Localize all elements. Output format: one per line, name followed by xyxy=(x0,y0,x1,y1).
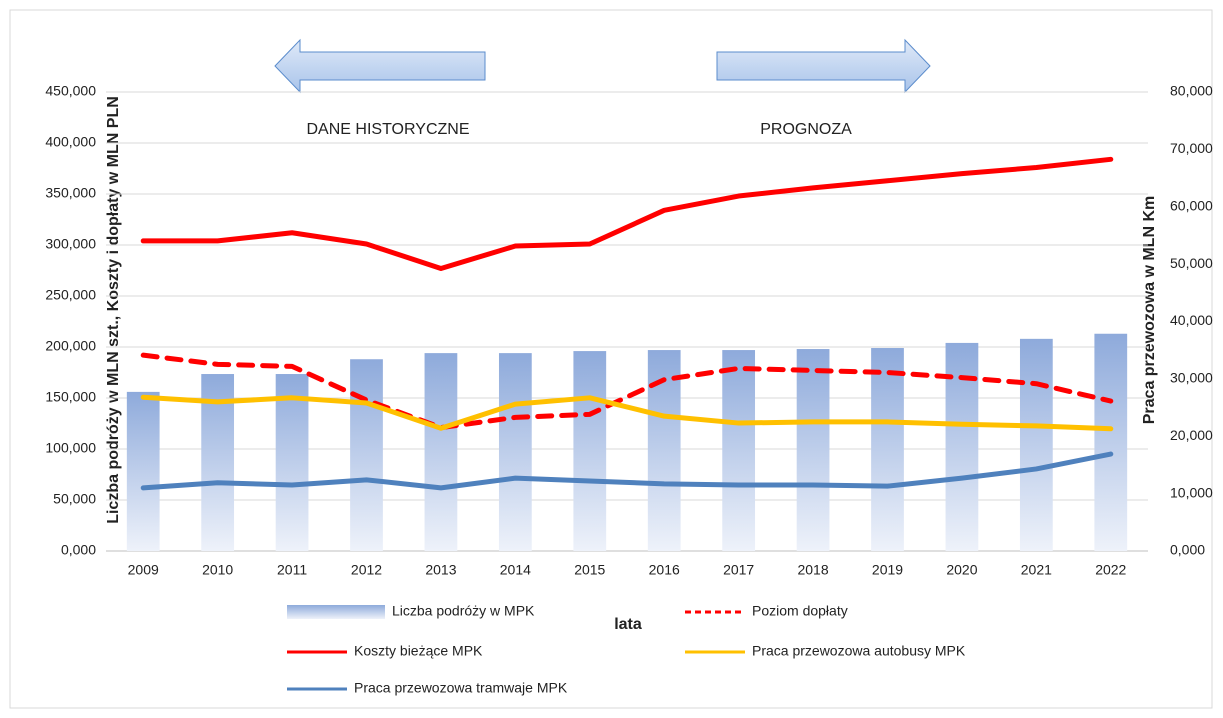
y-tick-label: 250,000 xyxy=(45,287,96,303)
arrow-right xyxy=(716,38,931,94)
frame xyxy=(9,9,1213,709)
x-tick-label: 2014 xyxy=(500,562,531,578)
y2-tick-label: 50,000 xyxy=(1170,255,1213,271)
legend-label: Koszty bieżące MPK xyxy=(354,643,483,659)
y2-tick-label: 20,000 xyxy=(1170,427,1213,443)
y-tick-label: 150,000 xyxy=(45,389,96,405)
y2-tick-label: 70,000 xyxy=(1170,140,1213,156)
y-tick-label: 450,000 xyxy=(45,83,96,99)
bar xyxy=(275,374,309,551)
y-tick-label: 0,000 xyxy=(61,542,96,558)
y-tick-label: 400,000 xyxy=(45,134,96,150)
x-tick-label: 2011 xyxy=(277,562,307,578)
bar xyxy=(126,391,160,551)
bar xyxy=(424,353,458,551)
x-tick-label: 2015 xyxy=(574,562,605,578)
y-tick-label: 350,000 xyxy=(45,185,96,201)
x-tick-label: 2018 xyxy=(797,562,828,578)
bar xyxy=(1019,338,1053,551)
bar xyxy=(796,349,830,551)
x-tick-label: 2016 xyxy=(649,562,680,578)
arrow-left xyxy=(274,38,486,94)
x-tick-label: 2009 xyxy=(128,562,159,578)
annotation: DANE HISTORYCZNE xyxy=(307,121,470,138)
x-tick-label: 2010 xyxy=(202,562,233,578)
y-tick-label: 100,000 xyxy=(45,440,96,456)
y-axis-label: Liczba podróży w MLN szt., Koszty i dopł… xyxy=(105,96,122,524)
x-tick-label: 2013 xyxy=(425,562,456,578)
bar xyxy=(573,351,607,551)
bar xyxy=(498,353,532,551)
y-tick-label: 200,000 xyxy=(45,338,96,354)
legend-label: Praca przewozowa autobusy MPK xyxy=(752,643,966,659)
bar xyxy=(871,348,904,551)
legend-label: Praca przewozowa tramwaje MPK xyxy=(354,680,568,696)
line xyxy=(140,352,1114,431)
x-axis-label: lata xyxy=(614,616,642,633)
bar xyxy=(722,350,756,551)
x-tick-label: 2012 xyxy=(351,562,382,578)
bar xyxy=(945,342,979,551)
y-tick-label: 300,000 xyxy=(45,236,96,252)
y2-tick-label: 10,000 xyxy=(1170,484,1213,500)
y2-tick-label: 80,000 xyxy=(1170,83,1213,99)
x-tick-label: 2022 xyxy=(1095,562,1126,578)
y2-tick-label: 40,000 xyxy=(1170,312,1213,328)
annotation: PROGNOZA xyxy=(760,121,852,138)
legend-swatch xyxy=(287,605,385,619)
y-tick-label: 50,000 xyxy=(53,491,96,507)
x-tick-label: 2019 xyxy=(872,562,903,578)
bar xyxy=(350,359,383,551)
y2-axis-label: Praca przewozowa w MLN Km xyxy=(1141,196,1158,425)
x-tick-label: 2020 xyxy=(946,562,977,578)
y2-tick-label: 0,000 xyxy=(1170,542,1205,558)
line xyxy=(140,394,1114,432)
x-tick-label: 2017 xyxy=(723,562,754,578)
y2-tick-label: 60,000 xyxy=(1170,197,1213,213)
bar xyxy=(1094,333,1128,551)
y2-tick-label: 30,000 xyxy=(1170,370,1213,386)
x-tick-label: 2021 xyxy=(1021,562,1052,578)
legend-label: Liczba podróży w MPK xyxy=(392,603,535,619)
legend-label: Poziom dopłaty xyxy=(752,603,848,619)
line xyxy=(140,156,1114,271)
line xyxy=(140,451,1114,491)
